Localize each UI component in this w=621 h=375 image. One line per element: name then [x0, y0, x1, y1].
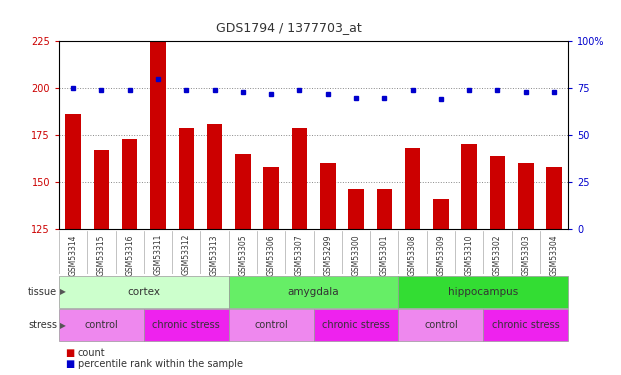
Text: GSM53313: GSM53313: [210, 234, 219, 276]
Text: GSM53300: GSM53300: [351, 234, 361, 276]
Text: GSM53310: GSM53310: [465, 234, 474, 276]
Text: stress: stress: [28, 320, 57, 330]
Text: chronic stress: chronic stress: [492, 320, 560, 330]
Text: GSM53299: GSM53299: [324, 234, 332, 276]
Text: GSM53316: GSM53316: [125, 234, 134, 276]
Bar: [65, 114, 81, 229]
Text: GSM53305: GSM53305: [238, 234, 247, 276]
Bar: [94, 150, 109, 229]
Bar: [399, 309, 483, 341]
Text: ■: ■: [65, 348, 75, 358]
Bar: [59, 276, 229, 308]
Bar: [348, 189, 364, 229]
Bar: [399, 276, 568, 308]
Bar: [314, 309, 399, 341]
Text: chronic stress: chronic stress: [152, 320, 220, 330]
Text: GSM53307: GSM53307: [295, 234, 304, 276]
Text: ■: ■: [65, 359, 75, 369]
Bar: [144, 309, 229, 341]
Bar: [546, 167, 562, 229]
Text: count: count: [78, 348, 105, 358]
Bar: [461, 144, 477, 229]
Bar: [320, 163, 335, 229]
Bar: [229, 309, 314, 341]
Text: GSM53301: GSM53301: [380, 234, 389, 276]
Text: GSM53311: GSM53311: [153, 234, 163, 276]
Text: GSM53308: GSM53308: [408, 234, 417, 276]
Bar: [292, 128, 307, 229]
Bar: [207, 124, 222, 229]
Text: hippocampus: hippocampus: [448, 286, 519, 297]
Text: GSM53303: GSM53303: [521, 234, 530, 276]
Text: chronic stress: chronic stress: [322, 320, 390, 330]
Text: GSM53304: GSM53304: [550, 234, 558, 276]
Bar: [405, 148, 420, 229]
Text: GSM53312: GSM53312: [182, 234, 191, 276]
Text: GDS1794 / 1377703_at: GDS1794 / 1377703_at: [216, 21, 361, 34]
Text: control: control: [254, 320, 288, 330]
Bar: [178, 128, 194, 229]
Bar: [150, 39, 166, 229]
Bar: [490, 156, 505, 229]
Bar: [235, 154, 251, 229]
Text: percentile rank within the sample: percentile rank within the sample: [78, 359, 243, 369]
Text: amygdala: amygdala: [288, 286, 340, 297]
Text: tissue: tissue: [28, 286, 57, 297]
Text: control: control: [84, 320, 119, 330]
Bar: [376, 189, 392, 229]
Text: control: control: [424, 320, 458, 330]
Text: cortex: cortex: [127, 286, 160, 297]
Bar: [122, 139, 137, 229]
Bar: [263, 167, 279, 229]
Bar: [518, 163, 533, 229]
Text: ▶: ▶: [60, 321, 66, 330]
Bar: [483, 309, 568, 341]
Bar: [433, 199, 449, 229]
Text: ▶: ▶: [60, 287, 66, 296]
Bar: [229, 276, 399, 308]
Text: GSM53306: GSM53306: [266, 234, 276, 276]
Bar: [59, 309, 144, 341]
Text: GSM53309: GSM53309: [437, 234, 445, 276]
Text: GSM53314: GSM53314: [69, 234, 78, 276]
Text: GSM53315: GSM53315: [97, 234, 106, 276]
Text: GSM53302: GSM53302: [493, 234, 502, 276]
